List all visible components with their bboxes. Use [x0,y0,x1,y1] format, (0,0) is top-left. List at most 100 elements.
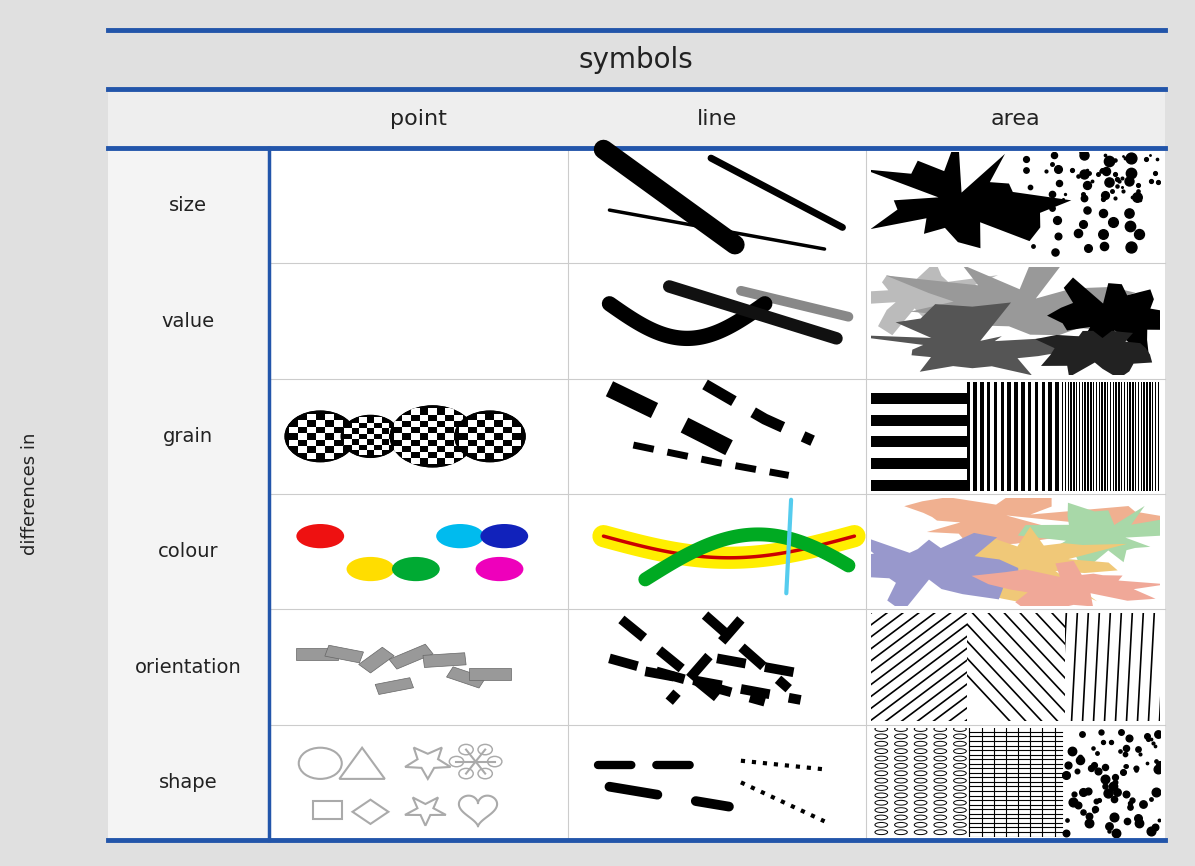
Bar [495,414,503,420]
Circle shape [473,307,526,345]
Point [1096,760,1115,774]
Bar [467,420,477,427]
Point [1084,805,1103,818]
Bar [477,440,485,446]
Bar [315,433,325,440]
Bar [1028,382,1031,490]
Bar [513,440,521,446]
Point [1127,763,1146,777]
Text: point: point [390,108,447,129]
Bar [325,427,333,433]
Point [1056,826,1076,840]
Point [1087,746,1107,760]
Bar [313,801,342,818]
Polygon shape [842,531,1018,611]
Point [1121,165,1140,179]
Point [1018,205,1037,219]
Point [1065,787,1084,801]
Point [1078,203,1097,216]
Point [1146,754,1165,768]
Point [1122,152,1141,165]
Point [1043,187,1062,201]
Bar [462,433,471,440]
Bar [967,382,970,490]
Point [1116,152,1135,165]
Bar [446,409,454,415]
Bar [108,30,1165,89]
Bar [419,440,428,446]
Bar [1065,382,1066,490]
Point [1085,758,1104,772]
Bar [344,439,351,444]
Bar [411,433,419,440]
Bar [1055,382,1059,490]
Point [1148,727,1168,740]
Point [1113,171,1132,185]
Point [1102,184,1121,198]
Point [1114,149,1133,163]
Bar [344,429,351,434]
Bar [411,421,419,427]
Point [1101,735,1120,749]
Point [1056,767,1076,781]
Bar [325,453,333,459]
Bar [358,647,394,673]
Point [1096,779,1115,793]
Bar [1085,382,1086,490]
Point [1109,174,1128,188]
Point [1121,151,1140,165]
Bar [374,429,381,434]
Point [1093,206,1113,220]
Bar [1000,382,1004,490]
Bar [1152,382,1153,490]
Bar [1035,382,1038,490]
Bar [1007,382,1011,490]
Bar [428,458,437,464]
Point [1110,744,1129,758]
Point [1093,228,1113,242]
Polygon shape [863,134,1071,249]
Bar [1110,382,1111,490]
Polygon shape [853,262,998,335]
Text: shape: shape [159,772,217,792]
Point [1138,756,1157,770]
Circle shape [283,281,350,330]
Point [1074,191,1093,205]
Point [1058,813,1077,827]
Bar [394,421,403,427]
Bar [419,415,428,421]
Bar [381,444,390,450]
Point [1072,727,1091,741]
Bar [289,427,298,433]
Bar [1129,382,1130,490]
Point [1068,798,1087,811]
Bar [333,433,343,440]
Bar [403,452,411,458]
Bar [108,89,1165,148]
Ellipse shape [347,557,394,581]
Bar [513,427,521,433]
Bar [495,453,503,459]
Point [1120,206,1139,220]
Bar [477,414,485,420]
Bar [351,434,360,439]
Point [1116,741,1135,755]
Point [1105,166,1124,180]
Bar [477,453,485,459]
Bar [503,433,513,440]
Bar [298,433,307,440]
Polygon shape [931,527,1127,604]
Point [1115,759,1134,772]
Bar [325,414,333,420]
Point [1021,180,1040,194]
Point [1083,174,1102,188]
Point [1120,731,1139,745]
Bar [428,409,437,415]
Point [1104,215,1123,229]
Point [1074,805,1093,819]
Bar [1021,382,1024,490]
Bar [307,427,315,433]
Point [1093,192,1113,206]
Point [1091,164,1110,178]
Bar [403,427,411,433]
